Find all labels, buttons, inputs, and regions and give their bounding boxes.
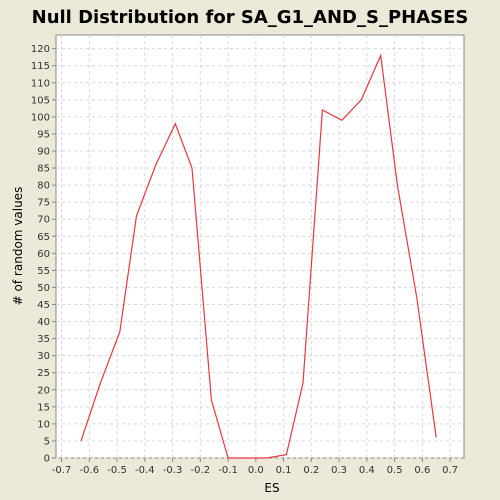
x-tick-label: 0.2 — [303, 465, 319, 476]
y-tick-label: 85 — [37, 164, 50, 175]
y-tick-label: 0 — [44, 454, 50, 465]
x-tick-label: -0.2 — [191, 465, 211, 476]
y-tick-label: 90 — [37, 146, 50, 157]
y-tick-label: 70 — [37, 215, 50, 226]
grid-layer — [56, 35, 464, 459]
y-tick-label: 110 — [31, 78, 50, 89]
y-tick-label: 40 — [37, 317, 50, 328]
series-layer — [80, 53, 437, 459]
y-tick-label: 5 — [44, 436, 50, 447]
y-tick-label: 65 — [37, 232, 50, 243]
x-tick-label: 0.4 — [359, 465, 375, 476]
series-line — [80, 53, 437, 459]
y-tick-label: 20 — [37, 385, 50, 396]
x-tick-label: 0.3 — [331, 465, 347, 476]
x-tick-label: -0.4 — [135, 465, 155, 476]
chart-title: Null Distribution for SA_G1_AND_S_PHASES — [32, 7, 469, 28]
y-tick-label: 35 — [37, 334, 50, 345]
y-tick-label: 115 — [31, 61, 50, 72]
tick-layer: 0 5 10 15 20 25 30 35 40 45 50 55 60 65 70 75 80 85 90 95 10… — [31, 44, 458, 476]
x-tick-label: 0.5 — [387, 465, 403, 476]
y-tick-label: 95 — [37, 129, 50, 140]
y-tick-label: 25 — [37, 368, 50, 379]
x-tick-label: 0.0 — [248, 465, 264, 476]
x-tick-label: -0.3 — [163, 465, 183, 476]
y-tick-label: 15 — [37, 402, 50, 413]
x-tick-label: -0.7 — [52, 465, 72, 476]
x-tick-label: -0.1 — [218, 465, 238, 476]
y-tick-label: 120 — [31, 44, 50, 55]
y-tick-label: 75 — [37, 198, 50, 209]
y-tick-label: 50 — [37, 283, 50, 294]
x-axis-label: ES — [264, 481, 279, 495]
x-tick-label: -0.5 — [107, 465, 127, 476]
x-tick-label: 0.6 — [414, 465, 430, 476]
x-tick-label: 0.1 — [276, 465, 292, 476]
y-tick-label: 80 — [37, 181, 50, 192]
plot-area — [55, 34, 465, 459]
x-tick-label: 0.7 — [442, 465, 458, 476]
y-tick-label: 30 — [37, 351, 50, 362]
y-tick-label: 55 — [37, 266, 50, 277]
y-tick-label: 60 — [37, 249, 50, 260]
y-tick-label: 105 — [31, 95, 50, 106]
y-tick-label: 10 — [37, 419, 50, 430]
y-tick-label: 45 — [37, 300, 50, 311]
x-tick-label: -0.6 — [80, 465, 100, 476]
y-tick-label: 100 — [31, 112, 50, 123]
y-axis-label: # of random values — [11, 187, 25, 306]
